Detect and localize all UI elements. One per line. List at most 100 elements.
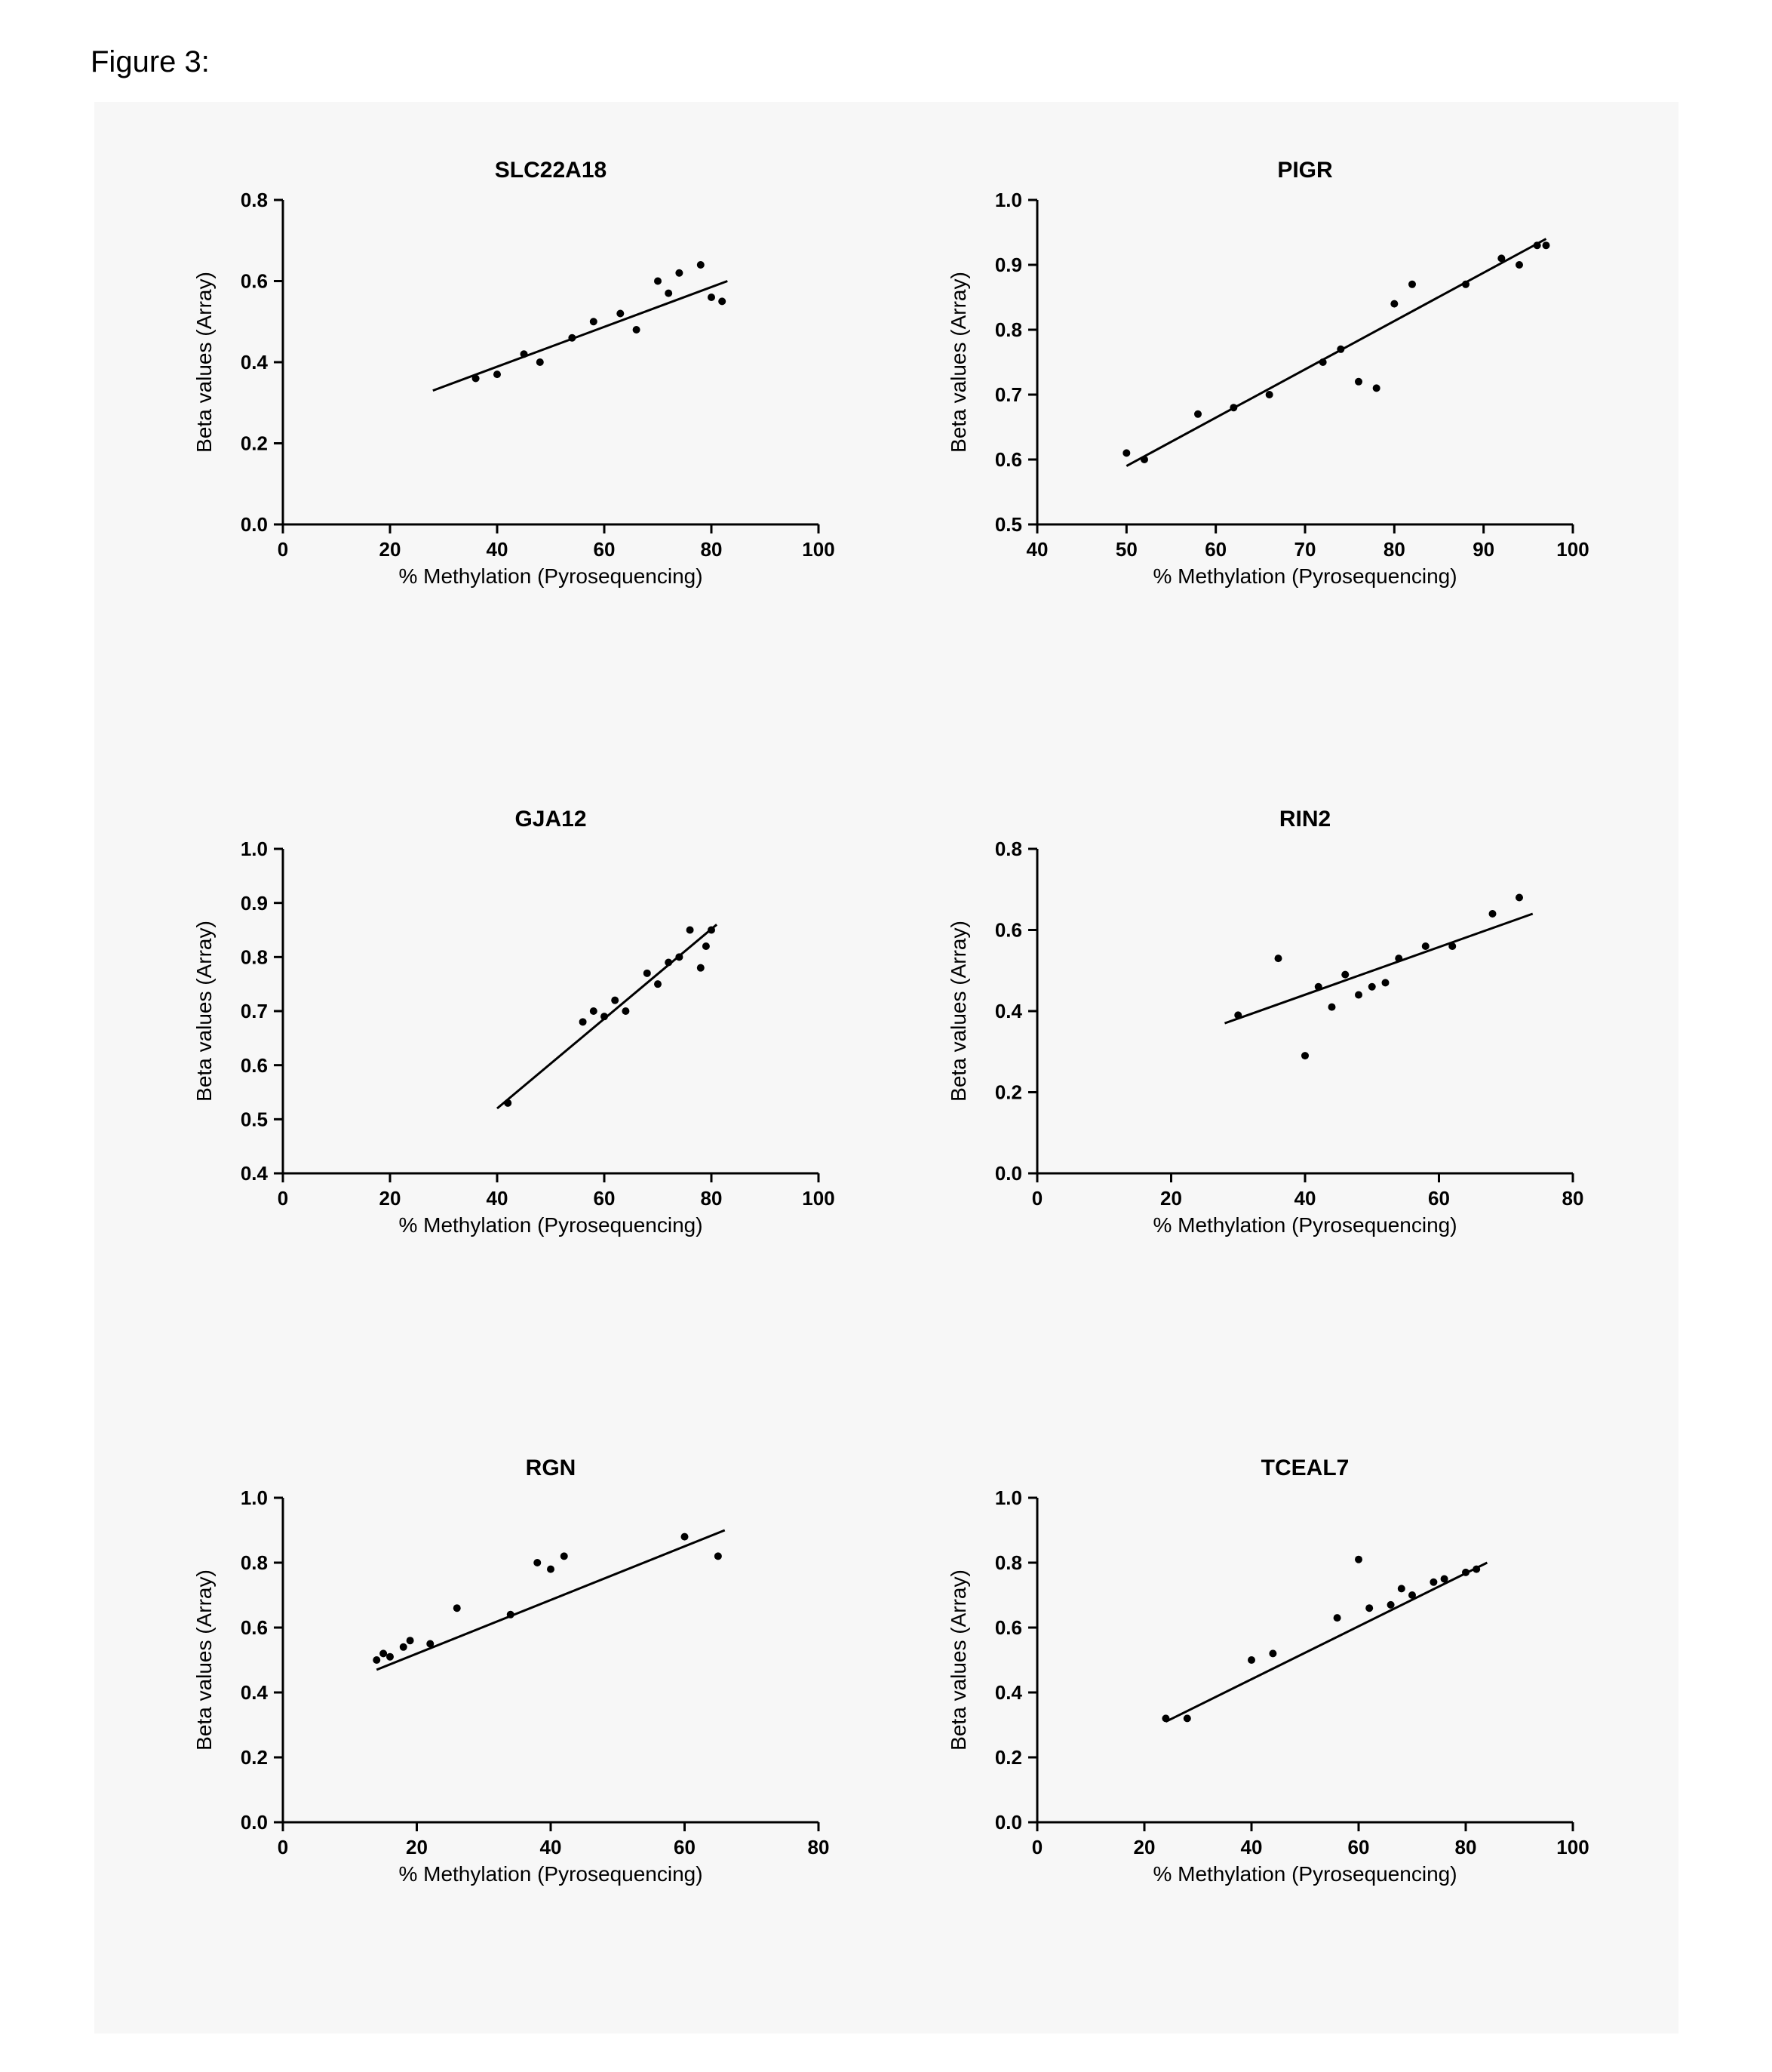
data-point	[1448, 942, 1456, 950]
data-point	[1301, 1052, 1309, 1059]
y-tick-label: 0.5	[994, 513, 1021, 536]
y-tick-label: 0.6	[240, 1616, 267, 1639]
data-point	[622, 1007, 629, 1015]
x-axis-label: % Methylation (Pyrosequencing)	[1153, 1862, 1457, 1886]
data-point	[426, 1640, 434, 1648]
y-tick-label: 0.8	[994, 318, 1021, 341]
data-point	[1408, 1591, 1416, 1599]
data-point	[643, 970, 650, 977]
chart-panel: RGN0204060800.00.20.40.60.81.0% Methylat…	[170, 1445, 849, 1928]
y-tick-label: 1.0	[240, 1486, 267, 1509]
data-point	[547, 1566, 554, 1573]
data-point	[1234, 1011, 1242, 1019]
chart-title: PIGR	[1277, 158, 1333, 183]
y-tick-label: 0.0	[240, 513, 267, 536]
data-point	[1333, 1614, 1341, 1622]
data-point	[1355, 1556, 1362, 1563]
x-tick-label: 100	[802, 1187, 834, 1210]
data-point	[1274, 955, 1282, 962]
data-point	[611, 997, 619, 1004]
data-point	[579, 1018, 586, 1025]
data-point	[708, 927, 715, 934]
x-tick-label: 80	[807, 1836, 829, 1858]
x-tick-label: 0	[277, 1836, 287, 1858]
data-point	[708, 294, 715, 301]
x-tick-label: 60	[1428, 1187, 1450, 1210]
y-tick-label: 0.6	[240, 1054, 267, 1077]
data-point	[1462, 1569, 1470, 1576]
x-tick-label: 20	[379, 1187, 401, 1210]
x-tick-label: 80	[1383, 538, 1405, 561]
y-tick-label: 0.2	[240, 432, 267, 455]
data-point	[453, 1604, 460, 1612]
x-tick-label: 100	[1556, 538, 1589, 561]
x-tick-label: 40	[1294, 1187, 1316, 1210]
data-point	[471, 375, 479, 383]
x-tick-label: 20	[379, 538, 401, 561]
data-point	[1341, 971, 1349, 979]
chart-title: GJA12	[514, 807, 586, 832]
data-point	[1183, 1714, 1190, 1722]
data-point	[568, 334, 576, 342]
y-axis-label: Beta values (Array)	[192, 921, 216, 1102]
data-point	[1269, 1649, 1276, 1657]
data-point	[714, 1552, 721, 1560]
chart-panel: TCEAL70204060801000.00.20.40.60.81.0% Me…	[924, 1445, 1603, 1928]
data-point	[1355, 378, 1362, 386]
y-tick-label: 0.6	[994, 448, 1021, 471]
y-tick-label: 0.8	[240, 945, 267, 968]
y-tick-label: 0.4	[240, 1681, 268, 1704]
y-tick-label: 0.0	[240, 1811, 267, 1834]
data-point	[1397, 1585, 1405, 1592]
x-tick-label: 80	[1454, 1836, 1476, 1858]
data-point	[504, 1099, 511, 1107]
data-point	[399, 1643, 407, 1651]
y-tick-label: 0.7	[994, 383, 1021, 406]
x-tick-label: 90	[1473, 538, 1494, 561]
data-point	[1141, 456, 1148, 463]
x-axis-label: % Methylation (Pyrosequencing)	[398, 564, 702, 588]
y-tick-label: 1.0	[240, 838, 267, 860]
x-axis-label: % Methylation (Pyrosequencing)	[398, 1213, 702, 1237]
x-tick-label: 80	[1562, 1187, 1583, 1210]
trend-line	[376, 1530, 725, 1670]
x-axis-label: % Methylation (Pyrosequencing)	[398, 1862, 702, 1886]
x-tick-label: 40	[539, 1836, 561, 1858]
data-point	[1542, 241, 1549, 249]
scatter-chart: RIN20204060800.00.20.40.60.8% Methylatio…	[924, 796, 1603, 1279]
data-point	[589, 318, 597, 325]
data-point	[696, 261, 704, 269]
data-point	[1248, 1656, 1255, 1664]
y-axis-label: Beta values (Array)	[192, 1569, 216, 1751]
y-tick-label: 0.0	[994, 1162, 1021, 1185]
data-point	[1122, 449, 1130, 457]
y-axis-label: Beta values (Array)	[192, 272, 216, 453]
y-tick-label: 0.8	[994, 838, 1021, 860]
data-point	[373, 1656, 380, 1664]
trend-line	[432, 281, 727, 391]
data-point	[1265, 391, 1273, 398]
data-point	[1381, 979, 1389, 986]
data-point	[386, 1653, 394, 1661]
x-tick-label: 60	[593, 538, 615, 561]
data-point	[1319, 358, 1326, 366]
data-point	[1421, 942, 1429, 950]
data-point	[1395, 955, 1402, 962]
data-point	[536, 358, 543, 366]
trend-line	[1126, 239, 1546, 466]
data-point	[560, 1552, 567, 1560]
x-tick-label: 60	[1347, 1836, 1369, 1858]
data-point	[1533, 241, 1540, 249]
x-tick-label: 20	[1160, 1187, 1182, 1210]
data-point	[1488, 910, 1496, 918]
y-tick-label: 0.6	[994, 919, 1021, 942]
data-point	[702, 942, 709, 950]
data-point	[654, 980, 662, 988]
data-point	[600, 1013, 608, 1020]
data-point	[589, 1007, 597, 1015]
scatter-chart: RGN0204060800.00.20.40.60.81.0% Methylat…	[170, 1445, 849, 1928]
x-tick-label: 20	[406, 1836, 428, 1858]
data-point	[1516, 261, 1523, 269]
trend-line	[1165, 1563, 1487, 1722]
x-tick-label: 100	[1556, 1836, 1589, 1858]
